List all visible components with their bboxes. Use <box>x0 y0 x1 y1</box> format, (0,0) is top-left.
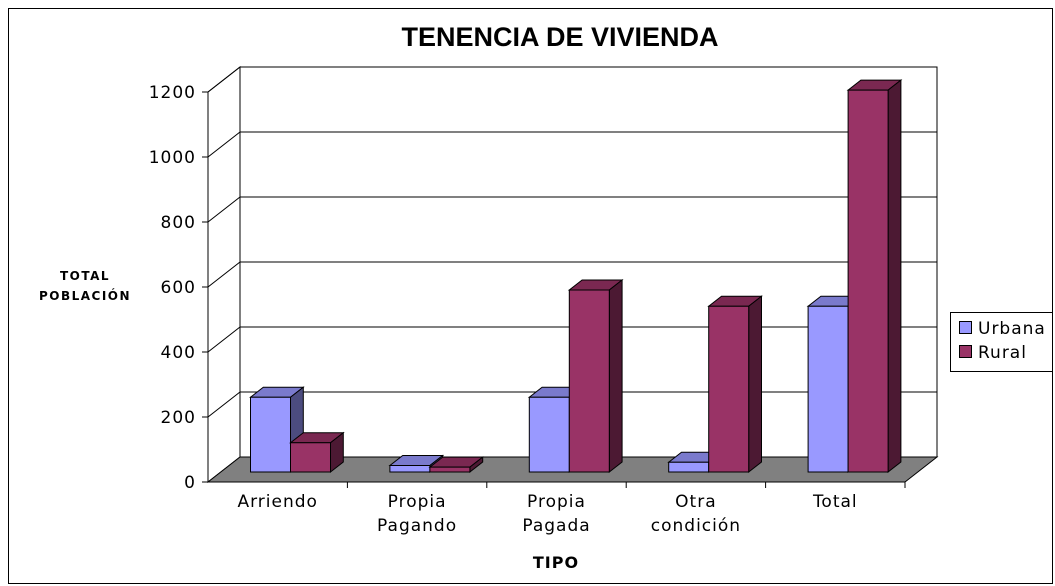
y-axis-label: TOTAL POBLACIÓN <box>38 269 132 303</box>
grid-line <box>207 66 937 93</box>
bar-side <box>748 295 762 474</box>
x-tick-label: Propia Pagada <box>522 492 591 536</box>
bar-front <box>847 89 889 473</box>
y-tick-label: 600 <box>161 278 196 298</box>
chart-title: TENENCIA DE VIVIENDA <box>401 22 719 52</box>
x-axis-label: TIPO <box>532 553 580 572</box>
legend-entry: Urbana <box>959 319 1046 339</box>
bar-front <box>568 289 610 473</box>
x-tick-label: Arriendo <box>237 492 318 512</box>
bar-front <box>290 442 331 473</box>
chart-frame <box>8 8 1053 584</box>
legend: Urbana Rural <box>950 312 1053 372</box>
y-tick-label: 0 <box>184 473 196 493</box>
grid-line <box>207 261 937 288</box>
bar-front <box>429 466 471 473</box>
bar-side <box>887 79 902 474</box>
bar <box>567 278 624 474</box>
y-tick-label: 1200 <box>149 83 196 103</box>
grid-line <box>207 131 937 158</box>
bar-front <box>389 465 431 473</box>
legend-entry: Rural <box>959 343 1027 363</box>
y-tick-label: 400 <box>161 343 196 363</box>
bar-front <box>668 461 710 473</box>
grid-line <box>207 326 937 353</box>
y-tick-label: 200 <box>161 408 196 428</box>
y-tick-label: 1000 <box>149 148 196 168</box>
grid-line <box>207 196 937 223</box>
bar <box>428 456 485 474</box>
legend-label: Rural <box>978 343 1027 363</box>
bar-front <box>807 305 849 473</box>
y-tick-label: 800 <box>161 213 196 233</box>
x-tick-label: Total <box>812 492 858 512</box>
legend-swatch <box>959 321 972 334</box>
x-tick-label: Otra condición <box>650 492 742 536</box>
bar-front <box>708 305 750 473</box>
legend-swatch <box>959 345 972 358</box>
bar <box>289 431 345 474</box>
bar-side <box>608 278 623 474</box>
legend-label: Urbana <box>978 319 1046 339</box>
grid-line <box>207 391 937 418</box>
x-tick-label: Propia Pagando <box>377 492 458 536</box>
bar <box>707 295 763 474</box>
bar <box>846 79 903 474</box>
bar-front <box>250 396 291 473</box>
bar-front <box>528 396 570 473</box>
